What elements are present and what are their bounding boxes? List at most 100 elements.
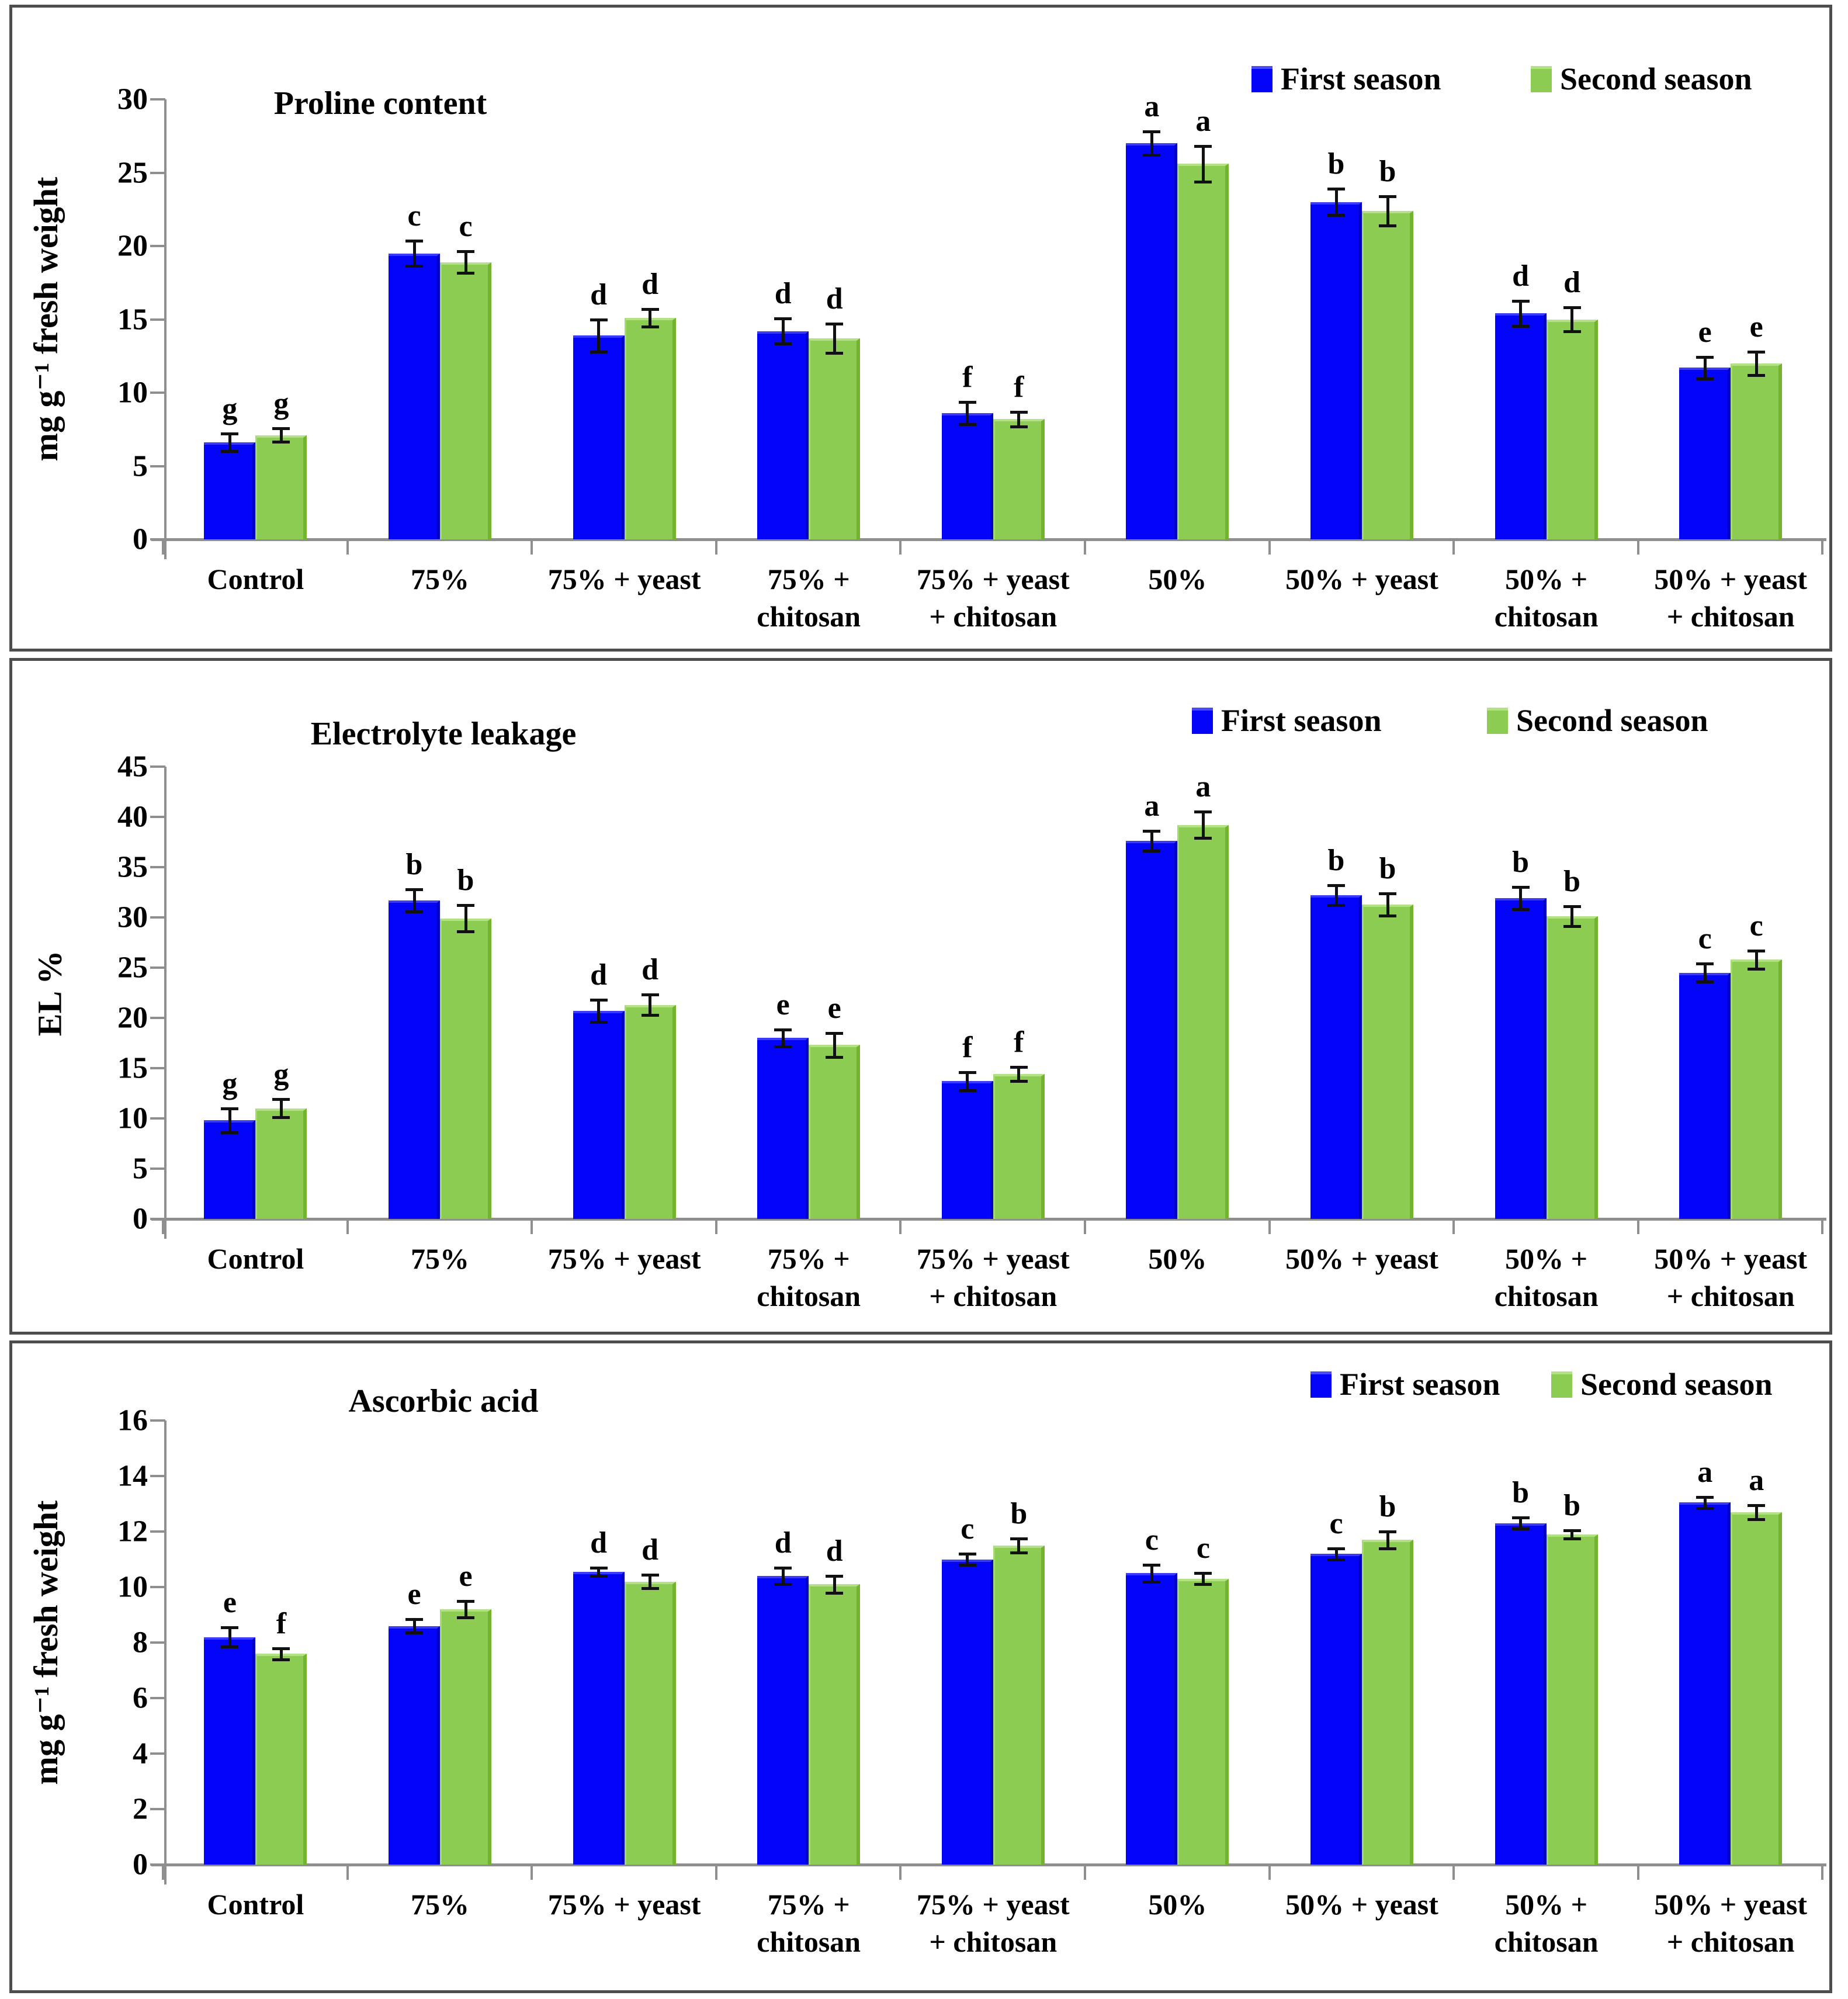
x-tick — [715, 1865, 717, 1880]
significance-letter: b — [1563, 1488, 1581, 1522]
error-bar — [1755, 1505, 1758, 1519]
error-bar — [1334, 885, 1338, 906]
significance-letter: e — [1749, 310, 1763, 344]
bar-second-season — [1546, 916, 1598, 1219]
bar-second-season — [993, 419, 1045, 539]
electrolyte-legend-first-season: First season — [1192, 702, 1381, 739]
error-bar-cap-bottom — [272, 441, 290, 444]
y-tick — [150, 1752, 165, 1755]
electrolyte-legend-second-season: Second season — [1487, 702, 1708, 739]
y-axis-line — [164, 99, 167, 559]
error-bar-cap-top — [405, 1617, 423, 1621]
bar-second-season — [809, 338, 861, 539]
error-bar — [1755, 351, 1758, 375]
y-tick-label: 10 — [117, 1570, 148, 1604]
bar-first-season — [204, 1120, 256, 1219]
bar-first-season — [1126, 143, 1178, 539]
bar-second-season — [440, 262, 491, 539]
error-bar-cap-top — [1696, 355, 1714, 359]
error-bar — [412, 241, 416, 266]
bar-second-season — [809, 1584, 861, 1865]
error-bar-cap-bottom — [1379, 914, 1396, 917]
significance-letter: d — [1563, 266, 1581, 300]
error-bar-cap-top — [958, 1070, 976, 1074]
bar-first-season — [204, 1637, 256, 1865]
error-bar — [412, 889, 416, 912]
error-bar — [1570, 1530, 1574, 1539]
error-bar-cap-top — [221, 1626, 239, 1629]
bar-first-season — [573, 1010, 625, 1219]
bar-first-season — [389, 1626, 440, 1865]
significance-letter: g — [273, 1058, 289, 1092]
significance-letter: b — [1379, 1490, 1396, 1523]
error-bar-cap-bottom — [1327, 904, 1345, 907]
bar-second-season — [440, 918, 491, 1219]
error-bar-cap-top — [1327, 188, 1345, 191]
error-bar-cap-top — [1327, 1547, 1345, 1550]
error-bar-cap-top — [1010, 1066, 1028, 1069]
x-category-label: 50% + chitosan — [1494, 563, 1599, 633]
error-bar-cap-bottom — [221, 450, 239, 453]
bar-second-season — [1362, 1540, 1413, 1865]
significance-letter: d — [590, 958, 608, 992]
error-bar — [597, 1000, 601, 1022]
error-bar-cap-top — [1696, 1495, 1714, 1499]
significance-letter: c — [1749, 909, 1763, 943]
second-season-swatch-icon — [1551, 1371, 1572, 1398]
error-bar-cap-top — [457, 904, 474, 907]
y-tick-label: 0 — [133, 522, 148, 556]
error-bar-cap-bottom — [958, 422, 976, 426]
y-tick-label: 25 — [117, 951, 148, 985]
y-axis-line — [164, 767, 167, 1239]
x-category-label: 50% + chitosan — [1494, 1242, 1599, 1312]
significance-letter: g — [222, 1066, 238, 1100]
x-category-label: 50% + chitosan — [1494, 1888, 1599, 1958]
significance-letter: f — [962, 1030, 973, 1064]
error-bar-cap-bottom — [1143, 154, 1161, 157]
error-bar-cap-top — [590, 999, 608, 1002]
x-category-label: 75% + yeast — [547, 563, 701, 595]
bar-second-season — [255, 1654, 307, 1865]
bar-first-season — [389, 253, 440, 539]
error-bar-cap-bottom — [272, 1658, 290, 1661]
error-bar — [228, 1627, 231, 1647]
error-bar-cap-bottom — [221, 1645, 239, 1649]
significance-letter: b — [1379, 851, 1396, 885]
error-bar — [1386, 196, 1389, 226]
x-category-label: 50% + yeast + chitosan — [1654, 563, 1808, 633]
bar-first-season — [757, 331, 809, 539]
y-tick-label: 15 — [117, 303, 148, 336]
significance-letter: b — [1512, 846, 1530, 879]
error-bar-cap-top — [1143, 130, 1161, 134]
y-tick — [150, 1641, 165, 1644]
y-tick-label: 2 — [133, 1792, 148, 1826]
y-tick-label: 35 — [117, 850, 148, 884]
x-category-label: 75% + yeast + chitosan — [916, 1888, 1070, 1958]
error-bar-cap-bottom — [641, 1013, 659, 1017]
x-category-label: 75% + yeast — [547, 1888, 701, 1921]
bar-second-season — [1731, 363, 1783, 539]
error-bar — [464, 1600, 467, 1618]
bar-first-season — [1495, 1523, 1547, 1865]
x-category-label: 75% — [411, 1888, 469, 1921]
error-bar-cap-bottom — [826, 1056, 844, 1059]
error-bar-cap-bottom — [1748, 1518, 1766, 1521]
y-tick — [150, 171, 165, 174]
error-bar — [228, 1108, 231, 1133]
x-tick — [899, 539, 902, 555]
x-tick — [1268, 1219, 1271, 1234]
error-bar-cap-top — [272, 1647, 290, 1650]
error-bar-cap-bottom — [272, 1116, 290, 1120]
error-bar-cap-bottom — [1696, 981, 1714, 984]
first-season-swatch-icon — [1310, 1371, 1332, 1398]
error-bar — [1017, 411, 1021, 427]
bar-first-season — [573, 1571, 625, 1865]
x-tick — [1821, 1865, 1824, 1880]
significance-letter: e — [1698, 315, 1712, 349]
x-tick — [1452, 539, 1455, 555]
significance-letter: a — [1697, 1455, 1713, 1489]
bar-second-season — [1546, 1534, 1598, 1865]
x-axis-line — [151, 1863, 1826, 1866]
error-bar-cap-bottom — [1748, 373, 1766, 377]
significance-letter: b — [457, 864, 474, 898]
